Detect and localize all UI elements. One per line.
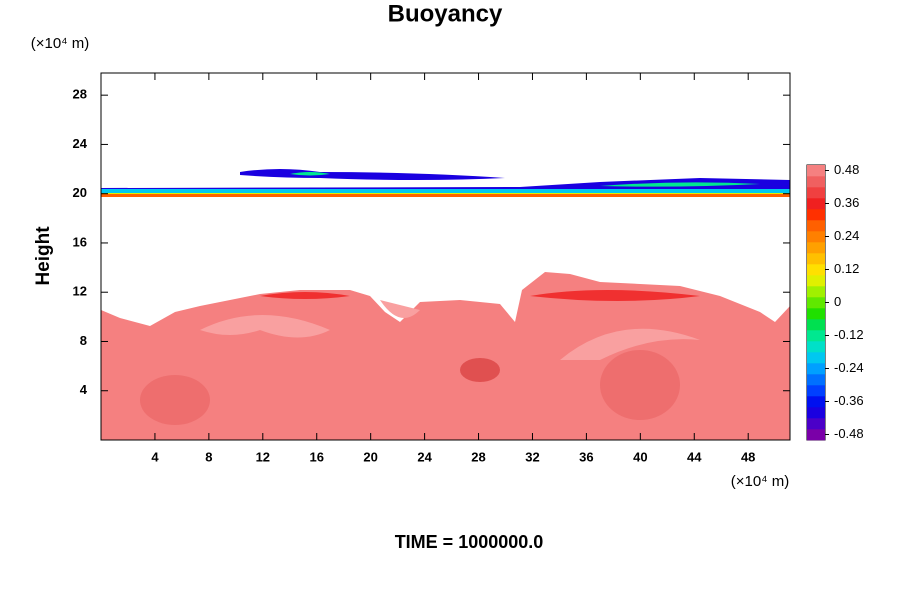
green-streak xyxy=(600,182,760,187)
colorbar-tick-label: 0.36 xyxy=(834,195,859,210)
y-tick-label: 8 xyxy=(80,333,87,348)
x-tick-label: 20 xyxy=(363,449,377,464)
yellow-line xyxy=(101,193,790,194)
dark-patch xyxy=(140,375,210,425)
red-line xyxy=(101,194,790,197)
colorbar-band xyxy=(807,187,825,199)
dark-patch xyxy=(460,358,500,382)
x-tick-label: 8 xyxy=(205,449,212,464)
colorbar-tick-label: 0 xyxy=(834,294,841,309)
y-tick-label: 12 xyxy=(73,284,87,299)
light-patch xyxy=(200,300,700,360)
colorbar-tick-label: 0.48 xyxy=(834,162,859,177)
y-tick-label: 16 xyxy=(73,234,87,249)
colorbar-tick-label: 0.24 xyxy=(834,228,859,243)
dark-patch xyxy=(600,350,680,420)
colorbar-band xyxy=(807,407,825,419)
footer: TIME = 1000000.0 xyxy=(395,532,544,552)
colorbar-band xyxy=(807,308,825,320)
colorbar-tick-label: -0.48 xyxy=(834,426,864,441)
colorbar-band xyxy=(807,396,825,408)
colorbar-band xyxy=(807,330,825,342)
colorbar-band xyxy=(807,341,825,353)
y-tick-label: 4 xyxy=(80,382,88,397)
colorbar-band xyxy=(807,385,825,397)
x-tick-label: 12 xyxy=(256,449,270,464)
colorbar-tick-label: 0.12 xyxy=(834,261,859,276)
y-tick-label: 28 xyxy=(73,87,87,102)
colorbar-band xyxy=(807,374,825,386)
colorbar-band xyxy=(807,220,825,232)
colorbar-band xyxy=(807,198,825,210)
colorbar-band xyxy=(807,363,825,375)
y-axis-label: Height xyxy=(33,226,54,286)
colorbar-band xyxy=(807,253,825,265)
colorbar-band xyxy=(807,418,825,430)
x-tick-label: 32 xyxy=(525,449,539,464)
chart-title: Buoyancy xyxy=(388,0,503,27)
colorbar-band xyxy=(807,275,825,287)
upper-streak-core xyxy=(290,172,330,176)
colorbar-band xyxy=(807,165,825,177)
colorbar-band xyxy=(807,429,825,441)
x-tick-label: 48 xyxy=(741,449,755,464)
colorbar-tick-label: -0.36 xyxy=(834,393,864,408)
x-tick-label: 24 xyxy=(417,449,432,464)
x-tick-label: 44 xyxy=(687,449,702,464)
plot-frame xyxy=(100,72,791,441)
red-streak xyxy=(260,290,700,301)
y-tick-label: 20 xyxy=(73,185,87,200)
colorbar-band xyxy=(807,264,825,276)
y-unit: (×10⁴ m) xyxy=(31,35,90,52)
x-tick-label: 36 xyxy=(579,449,593,464)
y-tick-label: 24 xyxy=(73,136,88,151)
cyan-band xyxy=(101,189,790,193)
colorbar-band xyxy=(807,242,825,254)
x-tick-label: 16 xyxy=(309,449,323,464)
colorbar-band xyxy=(807,352,825,364)
colorbar-band xyxy=(807,209,825,221)
upper-streak xyxy=(240,169,505,180)
x-tick-label: 4 xyxy=(151,449,159,464)
colorbar-band xyxy=(807,231,825,243)
colorbar-tick-label: -0.12 xyxy=(834,327,864,342)
colorbar-band xyxy=(807,297,825,309)
x-unit: (×10⁴ m) xyxy=(731,473,790,490)
colorbar-band xyxy=(807,176,825,188)
colorbar-band xyxy=(807,286,825,298)
x-tick-label: 28 xyxy=(471,449,485,464)
colorbar-band xyxy=(807,319,825,331)
colorbar-tick-label: -0.24 xyxy=(834,360,864,375)
field xyxy=(101,169,790,440)
x-tick-label: 40 xyxy=(633,449,647,464)
